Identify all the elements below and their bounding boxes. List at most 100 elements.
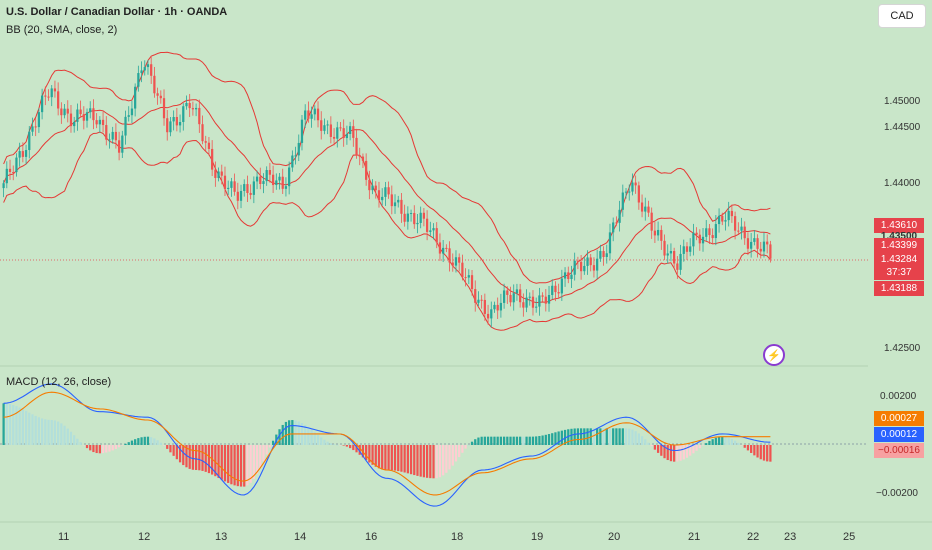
candle-body [451,262,454,266]
candle-body [15,157,18,173]
candle-body [194,107,198,110]
histogram-bar [525,436,528,445]
candle-body [631,182,634,192]
candle-body [599,251,602,259]
candle-body [589,257,592,266]
macd-indicator-label[interactable]: MACD (12, 26, close) [6,376,112,388]
candle-body [262,181,265,184]
histogram-bar [92,445,95,453]
candle-body [5,168,8,184]
time-label: 18 [451,531,463,543]
candle-body [249,192,252,195]
candle-body [547,294,551,304]
histogram-bar [679,445,682,461]
time-label: 11 [58,531,69,543]
candle-body [480,299,483,301]
candle-body [618,209,621,223]
candle-body [695,232,698,235]
candle-body [628,191,631,193]
candle-body [12,172,15,174]
candle-body [288,167,291,187]
price-tick: 1.45000 [884,96,921,107]
candle-body [130,108,134,116]
histogram-bar [474,439,477,445]
candle-body [191,108,195,110]
candle-body [275,180,278,186]
bb-indicator-label[interactable]: BB (20, SMA, close, 2) [6,24,118,36]
histogram-bar [95,445,98,454]
macd-tick: −0.00200 [876,488,918,499]
candle-body [413,213,416,225]
candle-body [178,121,182,126]
candle-body [522,302,525,308]
candle-body [612,222,615,233]
candle-body [467,275,470,278]
candle-body [541,295,544,297]
histogram-bar [377,445,381,469]
candle-body [673,251,676,264]
histogram-bar [400,445,403,472]
candle-body [239,190,243,201]
histogram-bar [432,445,435,479]
histogram-bar [342,445,345,446]
candle-body [207,142,211,149]
histogram-bar [647,442,650,445]
histogram-bar [21,409,24,445]
histogram-bar [458,445,461,458]
candle-body [326,124,329,126]
histogram-bar [579,428,583,445]
candle-body [185,103,188,107]
histogram-bar [53,420,57,445]
histogram-bar [159,442,162,445]
candle-body [705,228,708,237]
candle-body [137,73,140,87]
candle-body [756,238,759,249]
histogram-bar [288,420,291,445]
candle-body [300,119,304,143]
histogram-bar [535,436,538,445]
candle-body [486,313,490,319]
histogram-bar [419,445,422,477]
candle-body [535,306,538,308]
macd-axis[interactable]: 0.00200 −0.00200 [876,391,918,499]
candle-body [381,196,384,201]
candle-body [733,216,737,231]
histogram-bar [557,431,560,445]
histogram-bar [211,445,214,475]
currency-button[interactable]: CAD [878,4,926,28]
candle-body [377,190,381,201]
candle-body [150,64,153,76]
candle-body [666,253,669,256]
candle-body [438,242,442,254]
histogram-bar [185,445,188,468]
time-axis[interactable]: 11 12 13 14 16 18 19 20 21 22 23 25 [58,531,855,543]
candle-body [746,238,750,249]
histogram-bar [660,445,663,456]
candle-body [34,126,37,128]
candle-body [313,108,316,115]
histogram-bar [531,436,535,445]
candle-body [57,91,60,109]
price-tick: 1.42500 [884,343,921,354]
candle-body [124,116,127,136]
candle-body [425,218,429,232]
candle-body [579,261,583,272]
candle-body [156,93,159,96]
histogram-bar [175,445,178,460]
price-axis[interactable]: 1.45000 1.44500 1.44000 1.42500 [884,96,921,354]
candle-body [515,289,519,294]
histogram-bar [268,445,272,448]
histogram-bar [355,445,358,453]
histogram-bar [519,436,522,445]
histogram-bar [166,445,169,449]
histogram-bar [358,445,361,455]
candle-body [153,75,156,94]
histogram-bar [509,436,512,445]
symbol-title[interactable]: U.S. Dollar / Canadian Dollar · 1h · OAN… [6,6,228,18]
lightning-icon[interactable]: ⚡ [763,344,785,366]
candle-body [47,96,50,98]
candle-body [175,116,178,126]
histogram-bar [368,445,371,463]
histogram-bar [233,445,236,486]
